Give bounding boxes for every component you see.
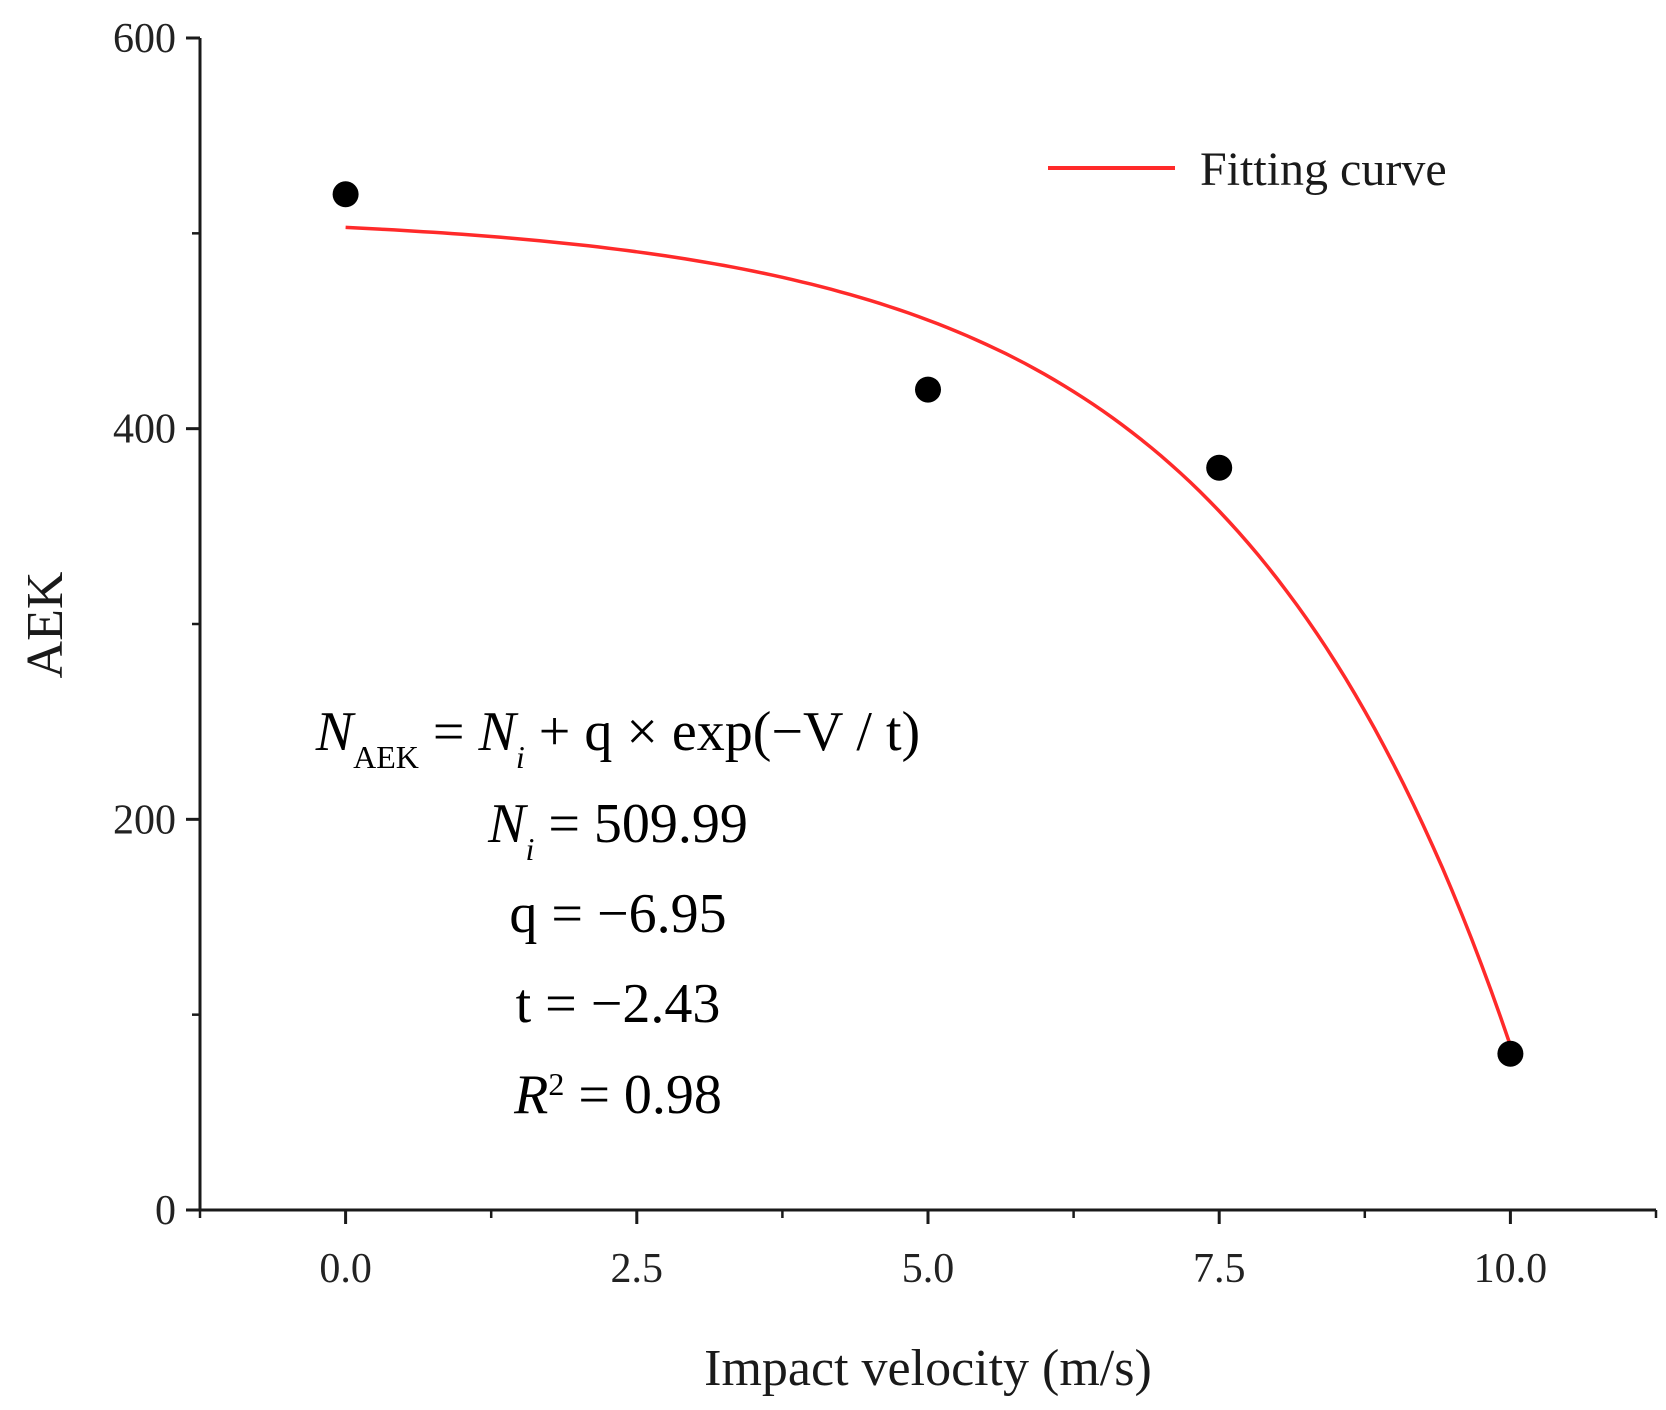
x-tick-label: 10.0: [1474, 1246, 1548, 1292]
y-axis-title: AEK: [17, 571, 74, 678]
data-points: [332, 181, 1524, 1067]
legend: Fitting curve: [1048, 143, 1447, 196]
y-tick-label: 200: [113, 797, 176, 843]
x-axis-title: Impact velocity (m/s): [704, 1340, 1152, 1397]
x-tick-label: 7.5: [1193, 1246, 1246, 1292]
equation-q: q = −6.95: [509, 883, 726, 945]
x-tick-label: 2.5: [611, 1246, 664, 1292]
legend-label: Fitting curve: [1200, 143, 1447, 196]
tick-labels: 0.0 2.5 5.0 7.5 10.0 0 200 400 600: [113, 16, 1547, 1292]
equation-annotation: NAEK = Ni + q × exp(−V / t) Ni = 509.99 …: [315, 701, 920, 1126]
data-point: [1206, 454, 1233, 481]
y-tick-label: 600: [113, 16, 176, 62]
data-point: [332, 181, 359, 208]
equation-model: NAEK = Ni + q × exp(−V / t): [315, 701, 920, 775]
y-tick-label: 0: [155, 1188, 176, 1234]
equation-ni: Ni = 509.99: [487, 793, 748, 867]
data-point: [915, 376, 941, 403]
data-point: [1497, 1040, 1524, 1067]
equation-r2: R2 = 0.98: [513, 1064, 722, 1126]
equation-t: t = −2.43: [516, 973, 721, 1035]
y-tick-label: 400: [113, 407, 176, 453]
fitting-curve-line: [345, 225, 1513, 1047]
x-tick-label: 0.0: [319, 1246, 372, 1292]
axes: [198, 38, 1656, 1212]
x-tick-label: 5.0: [902, 1246, 955, 1292]
ticks: [186, 36, 1658, 1224]
